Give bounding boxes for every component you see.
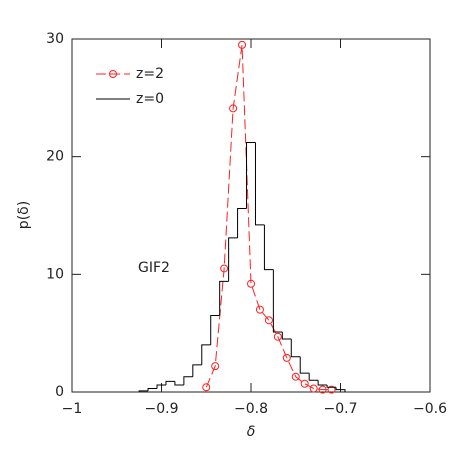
hist-step [246,142,256,209]
x-tick-label: −1 [62,401,83,417]
point [300,379,309,388]
hist-step [290,339,301,358]
hist-step [192,364,202,377]
x-tick-label: −0.6 [413,401,447,417]
series-line [205,44,332,391]
point [282,353,291,362]
point [220,264,229,273]
point [255,305,264,314]
point [309,384,318,393]
x-tick-label: −0.9 [145,401,179,417]
hist-step [263,224,274,271]
point [273,332,282,341]
y-tick-label: 0 [55,384,64,400]
y-tick-label: 30 [46,31,64,47]
legend-label: z=0 [136,91,164,107]
hist-step [299,356,310,374]
plot-frame [71,38,431,393]
hist-step [254,142,265,226]
hist-step [237,207,247,238]
y-tick-label: 10 [46,266,64,282]
point [318,385,327,394]
point [211,362,220,371]
hist-step [272,269,283,333]
y-tick-label: 20 [46,149,64,165]
hist-step [326,384,337,388]
x-tick-label: −0.7 [324,401,358,417]
hist-step [317,380,328,386]
x-axis-label: δ [247,424,256,440]
point [202,383,211,392]
hist-step [183,376,193,385]
hist-step [147,387,158,391]
point [291,372,300,381]
hist-step [156,384,166,389]
y-axis-label: p(δ) [16,201,32,229]
hist-step [335,387,346,392]
point [229,104,238,113]
hist-step [281,331,292,340]
annotation: GIF2 [138,260,170,276]
hist-step [165,380,175,385]
hist-step [138,390,149,392]
hist-step [201,344,211,365]
legend-marker [109,70,117,78]
x-tick-label: −0.8 [234,401,268,417]
hist-step [174,381,184,386]
legend-label: z=2 [136,66,164,82]
hist-step [219,280,229,316]
hist-step [228,237,238,282]
hist-step [210,315,220,345]
point [327,385,336,394]
point [247,279,255,288]
point [264,316,273,325]
hist-step [308,373,319,381]
point [238,40,247,49]
